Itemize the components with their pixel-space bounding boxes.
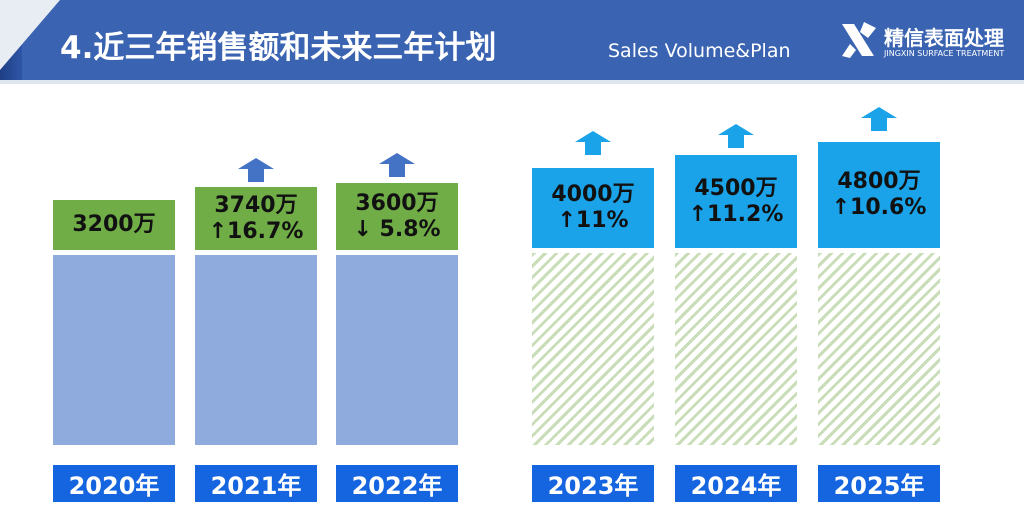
bar — [336, 255, 458, 445]
value-text: 3200万 — [72, 212, 156, 237]
page-subtitle: Sales Volume&Plan — [608, 40, 791, 62]
change-text: ↑10.6% — [831, 195, 927, 220]
bar — [675, 253, 797, 445]
header-bar: 4.近三年销售额和未来三年计划 Sales Volume&Plan 精信表面处理… — [0, 0, 1024, 80]
up-arrow-icon — [718, 124, 754, 148]
change-text: ↑11% — [557, 208, 629, 233]
bar — [532, 253, 654, 445]
value-text: 4800万 — [837, 169, 921, 194]
year-label: 2020年 — [53, 465, 175, 502]
year-label: 2025年 — [818, 465, 940, 502]
bar — [195, 255, 317, 445]
value-label: 3200万 — [53, 200, 175, 250]
value-label: 3600万 ↓ 5.8% — [336, 183, 458, 250]
value-label: 4000万 ↑11% — [532, 168, 654, 248]
logo-text-cn: 精信表面处理 — [884, 26, 1004, 50]
change-text: ↓ 5.8% — [353, 216, 441, 242]
change-text: ↑11.2% — [688, 201, 784, 227]
page-title: 4.近三年销售额和未来三年计划 — [60, 30, 497, 66]
logo-text-en: JINGXIN SURFACE TREATMENT — [884, 49, 1005, 58]
value-text: 3740万 — [214, 192, 298, 218]
value-text: 4000万 — [551, 182, 635, 207]
value-text: 3600万 — [355, 190, 439, 216]
up-arrow-icon — [861, 107, 897, 131]
logo-x-icon — [842, 22, 876, 58]
value-label: 4500万 ↑11.2% — [675, 155, 797, 248]
header-divider — [0, 80, 1024, 84]
value-label: 3740万 ↑16.7% — [195, 187, 317, 250]
up-arrow-icon — [238, 158, 274, 182]
value-label: 4800万 ↑10.6% — [818, 142, 940, 248]
bar — [818, 253, 940, 445]
year-label: 2021年 — [195, 465, 317, 502]
change-text: ↑16.7% — [208, 218, 304, 244]
year-label: 2023年 — [532, 465, 654, 502]
header-corner-decoration — [0, 0, 60, 70]
value-text: 4500万 — [694, 175, 778, 201]
up-arrow-icon — [379, 153, 415, 177]
company-logo: 精信表面处理 JINGXIN SURFACE TREATMENT — [838, 20, 1018, 64]
up-arrow-icon — [575, 131, 611, 155]
year-label: 2024年 — [675, 465, 797, 502]
bar — [53, 255, 175, 445]
year-label: 2022年 — [336, 465, 458, 502]
